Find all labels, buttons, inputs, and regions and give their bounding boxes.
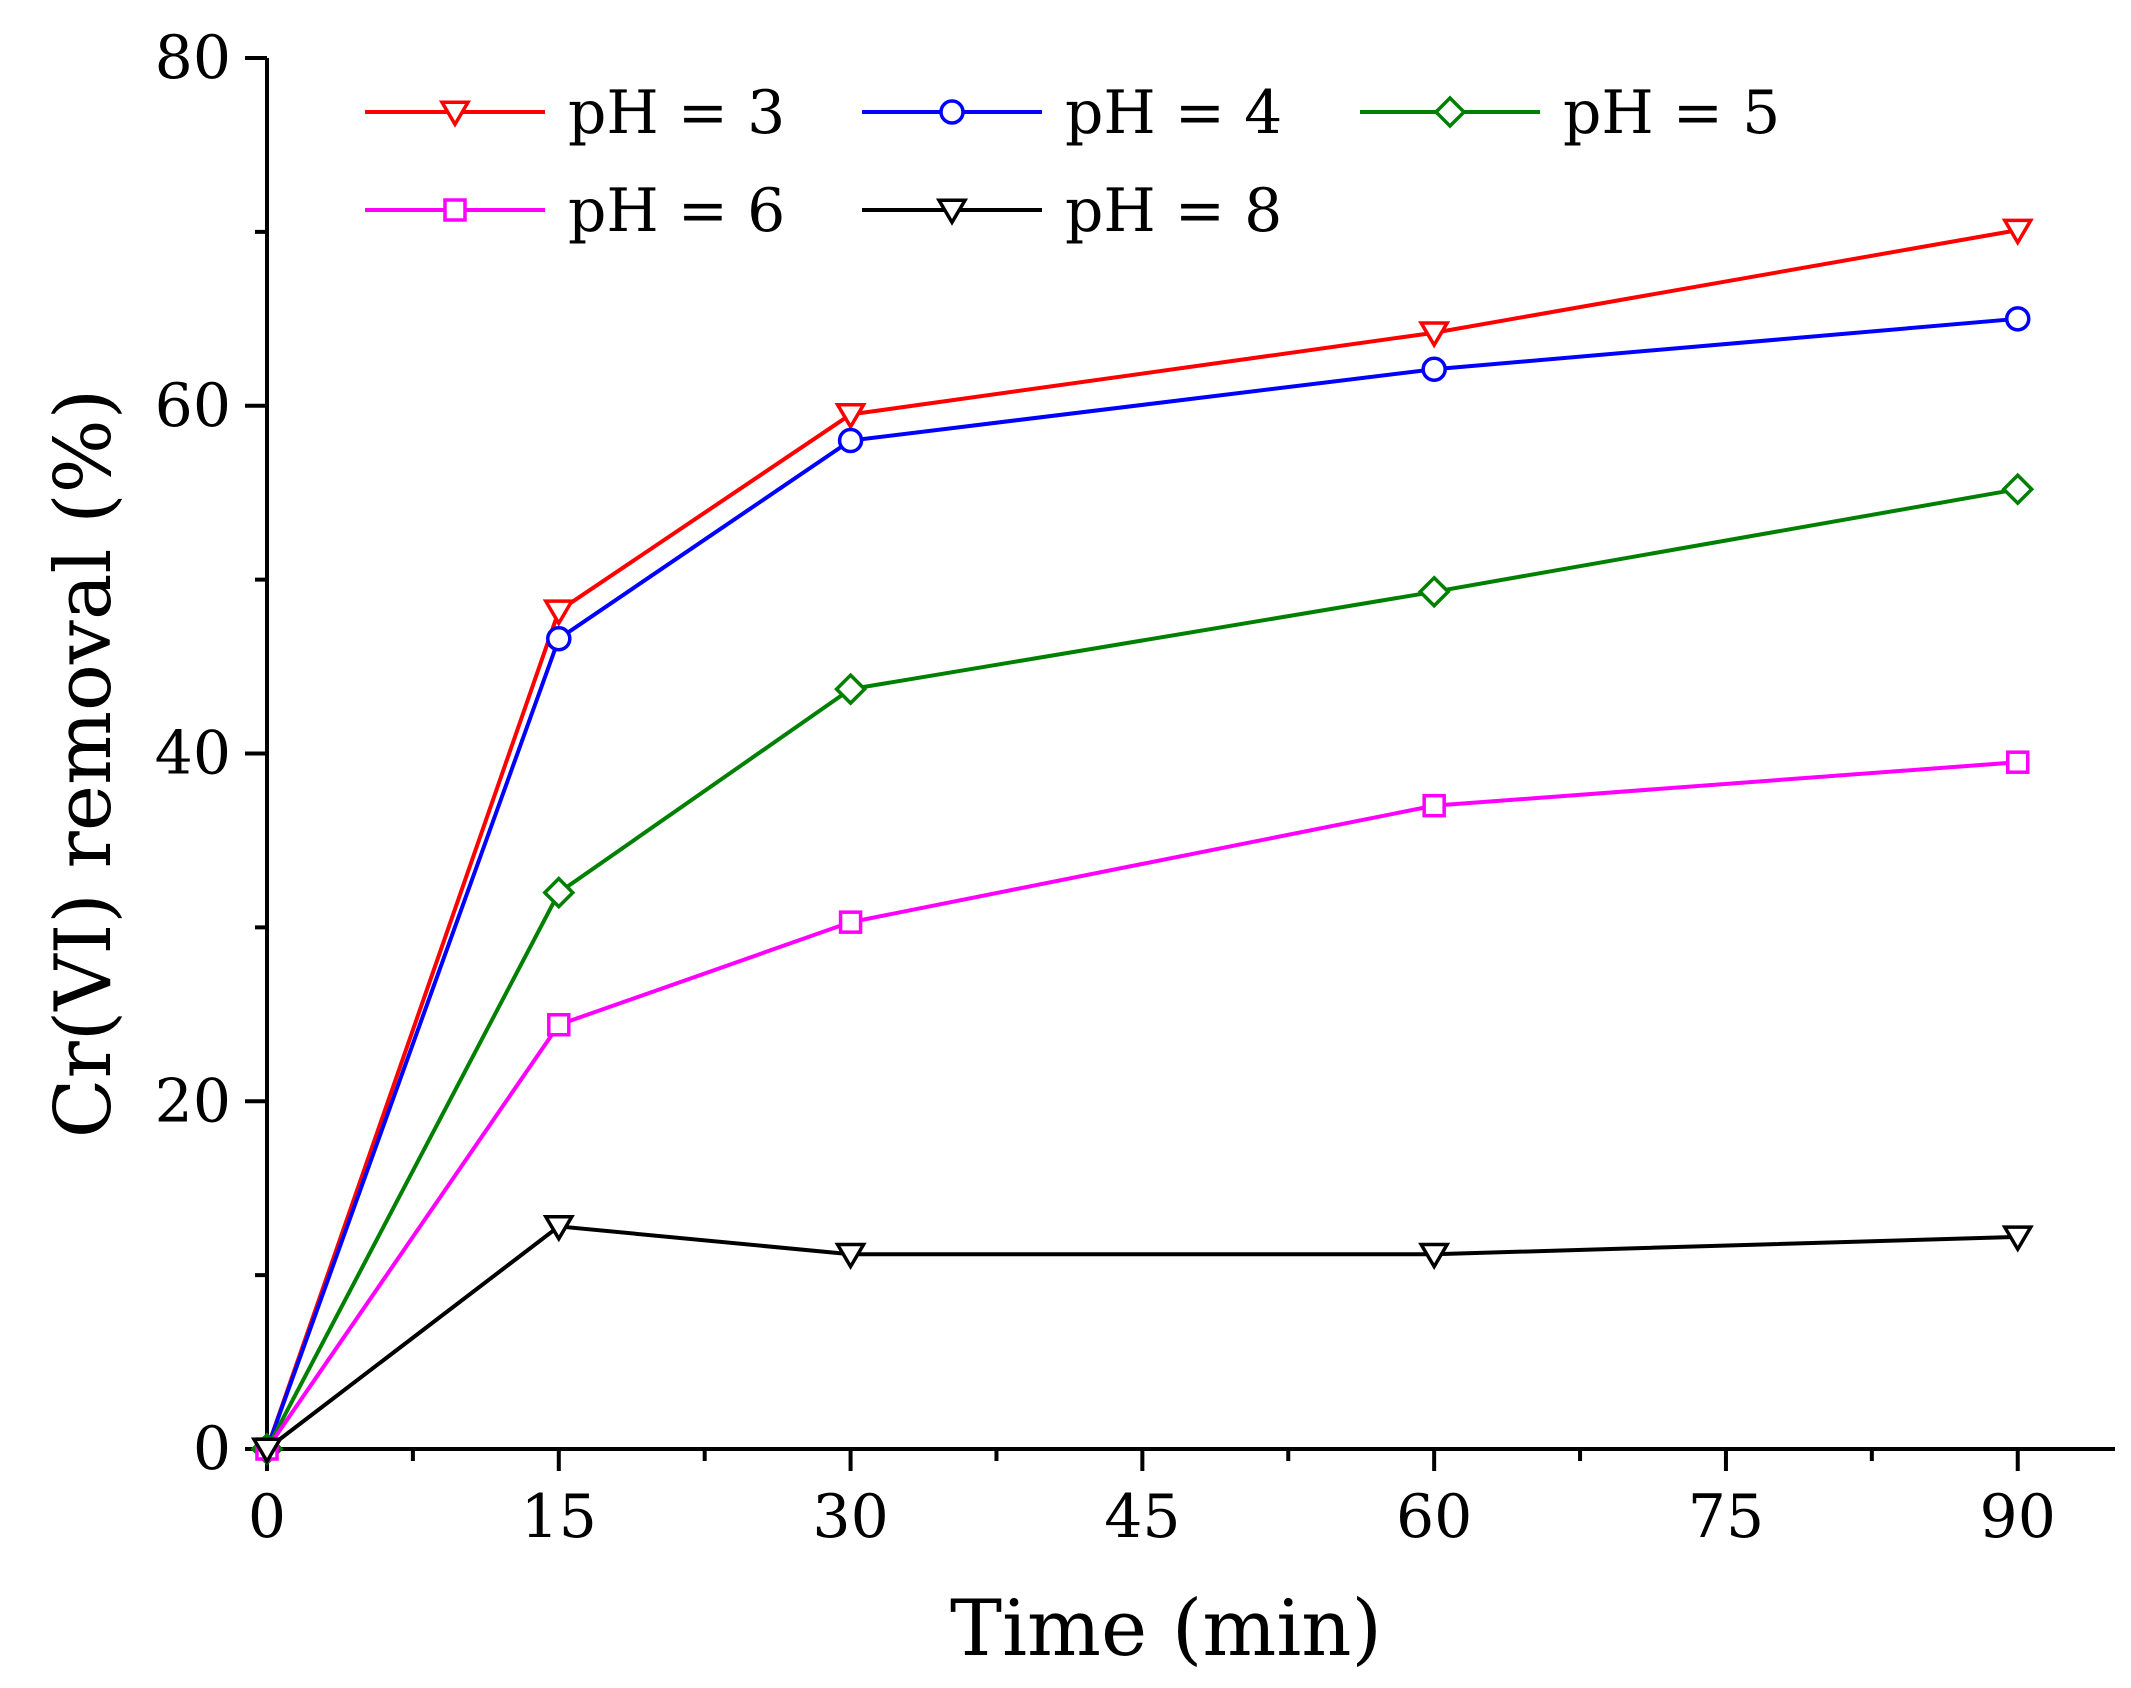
y-axis-title: Cr(VI) removal (%) xyxy=(39,389,129,1138)
data-point xyxy=(834,672,868,706)
data-point xyxy=(1421,356,1447,382)
data-point xyxy=(2001,1225,2034,1253)
axes: 0 20 40 60 80 0 15 30 45 60 75 90 xyxy=(155,23,2115,1552)
y-tick-label: 0 xyxy=(193,1414,231,1484)
legend-label: pH = 6 xyxy=(568,176,785,246)
series-line xyxy=(265,760,2018,1451)
x-axis-title: Time (min) xyxy=(950,1584,1382,1674)
data-point xyxy=(1418,321,1451,349)
legend-marker xyxy=(939,99,965,125)
legend-marker xyxy=(1433,95,1467,129)
x-tick-label: 60 xyxy=(1396,1482,1472,1552)
legend-label: pH = 4 xyxy=(1065,78,1282,148)
series-line xyxy=(265,1224,2018,1451)
data-point xyxy=(1417,575,1451,609)
x-tick-label: 75 xyxy=(1688,1482,1764,1552)
series-layer xyxy=(250,218,2035,1466)
data-point xyxy=(546,625,572,652)
x-tick-label: 45 xyxy=(1104,1482,1180,1552)
legend-item: pH = 5 xyxy=(1360,78,1780,148)
series-line xyxy=(265,228,2019,1450)
y-tick-label: 60 xyxy=(155,371,231,441)
data-point xyxy=(838,910,863,934)
series-4 xyxy=(255,750,2030,1461)
legend-marker xyxy=(443,198,467,222)
legend-label: pH = 3 xyxy=(568,78,785,148)
data-point xyxy=(837,427,864,454)
data-point xyxy=(250,1437,284,1465)
legend-marker xyxy=(438,100,472,128)
legend-label: pH = 8 xyxy=(1065,176,1282,246)
data-point xyxy=(2001,472,2035,506)
x-tick-label: 30 xyxy=(812,1482,888,1552)
legend-item: pH = 3 xyxy=(365,78,785,148)
data-point xyxy=(1418,1242,1451,1271)
x-tick-label: 15 xyxy=(521,1482,597,1552)
data-point xyxy=(542,876,576,910)
data-point xyxy=(2001,218,2034,246)
data-point xyxy=(542,1214,575,1243)
data-point xyxy=(1422,793,1446,818)
data-point xyxy=(834,402,867,431)
legend: pH = 3 pH = 4 pH = 5 pH = 6 pH = 8 xyxy=(365,78,1780,246)
series-5 xyxy=(250,1214,2034,1465)
series-3 xyxy=(250,472,2035,1466)
data-point xyxy=(2004,306,2031,332)
legend-item: pH = 8 xyxy=(862,176,1282,246)
x-tick-label: 0 xyxy=(248,1482,286,1552)
data-point xyxy=(2005,750,2030,774)
x-tick-label: 90 xyxy=(1980,1482,2056,1552)
legend-item: pH = 6 xyxy=(365,176,785,246)
legend-item: pH = 4 xyxy=(862,78,1282,148)
y-tick-label: 40 xyxy=(155,719,231,789)
legend-marker xyxy=(935,198,969,226)
data-point xyxy=(542,599,575,627)
series-line xyxy=(265,316,2018,1450)
series-2 xyxy=(254,306,2031,1462)
legend-label: pH = 5 xyxy=(1563,78,1780,148)
data-point xyxy=(547,1012,571,1037)
y-tick-label: 80 xyxy=(155,23,231,93)
data-point xyxy=(834,1242,867,1271)
y-tick-label: 20 xyxy=(155,1066,231,1136)
series-line xyxy=(265,487,2019,1450)
